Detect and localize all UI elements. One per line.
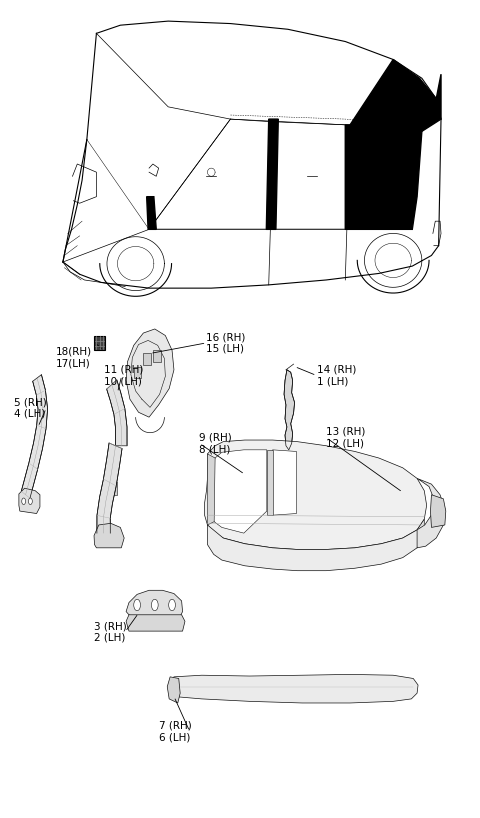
Polygon shape [97,443,122,533]
Polygon shape [345,60,422,229]
Polygon shape [126,329,174,417]
Text: 14 (RH): 14 (RH) [317,365,356,375]
Polygon shape [431,495,446,528]
Polygon shape [284,370,295,450]
Text: 2 (LH): 2 (LH) [94,632,125,643]
Polygon shape [204,440,427,550]
Bar [108,483,118,495]
Polygon shape [210,450,267,533]
Text: 17(LH): 17(LH) [56,358,91,368]
Polygon shape [21,375,48,498]
Polygon shape [126,591,182,625]
Polygon shape [167,676,180,703]
Text: 18(RH): 18(RH) [56,347,92,357]
Text: 7 (RH): 7 (RH) [158,721,192,730]
Circle shape [28,498,32,505]
Polygon shape [266,119,278,229]
Text: 10 (LH): 10 (LH) [104,376,142,386]
Polygon shape [19,488,40,514]
Polygon shape [420,74,441,132]
Circle shape [22,498,25,505]
Text: 15 (LH): 15 (LH) [206,344,244,353]
Text: 4 (LH): 4 (LH) [14,409,46,419]
Text: 13 (RH): 13 (RH) [326,427,366,437]
Polygon shape [207,454,215,525]
Text: 1 (LH): 1 (LH) [317,376,348,386]
Polygon shape [417,479,445,548]
Circle shape [152,600,158,611]
Bar [144,353,151,365]
Bar [94,335,105,350]
Polygon shape [267,450,273,515]
Polygon shape [147,196,156,229]
Polygon shape [107,380,127,446]
Polygon shape [207,519,424,571]
Bar [153,350,160,362]
Text: 3 (RH): 3 (RH) [94,621,127,631]
Bar [134,366,142,378]
Polygon shape [126,615,185,631]
Text: 8 (LH): 8 (LH) [199,444,231,454]
Text: 5 (RH): 5 (RH) [14,398,47,407]
Circle shape [168,600,175,611]
Circle shape [134,600,141,611]
Text: 16 (RH): 16 (RH) [206,332,246,342]
Text: 6 (LH): 6 (LH) [158,732,190,742]
Text: 9 (RH): 9 (RH) [199,433,232,443]
Polygon shape [94,524,124,548]
Polygon shape [273,450,297,515]
Polygon shape [169,674,418,703]
Text: 11 (RH): 11 (RH) [104,365,143,375]
Text: 12 (LH): 12 (LH) [326,438,364,448]
